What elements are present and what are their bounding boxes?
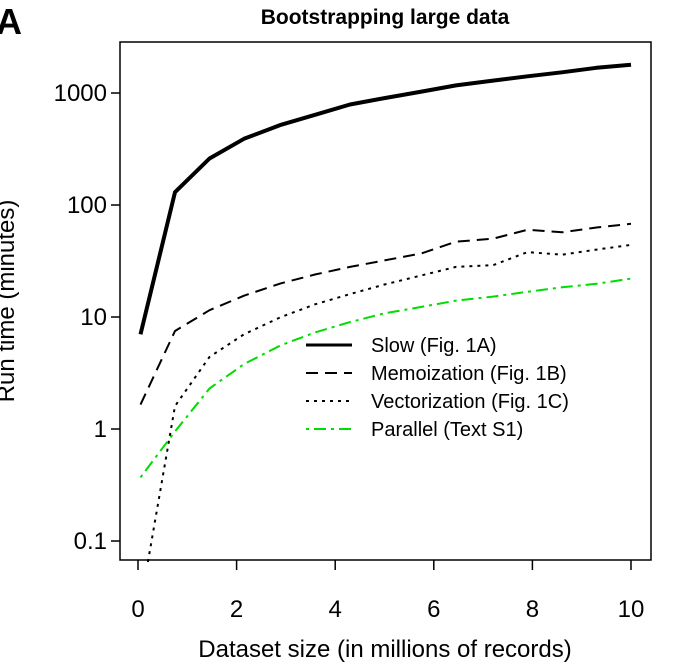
series-line-1 <box>138 62 632 335</box>
legend-label: Slow (Fig. 1A) <box>371 335 497 357</box>
x-tick-label: 4 <box>329 596 342 623</box>
x-tick-label: 0 <box>131 596 144 623</box>
y-tick-label: 0.1 <box>74 528 107 555</box>
series-line-2 <box>139 222 632 406</box>
legend-label: Parallel (Text S1) <box>371 419 523 441</box>
legend: Slow (Fig. 1A) Memoization (Fig. 1B) Vecto… <box>306 335 569 441</box>
x-tick-label: 8 <box>526 596 539 623</box>
x-axis-title: Dataset size (in millions of records) <box>198 636 571 663</box>
x-tick-label: 2 <box>230 596 243 623</box>
y-axis-title: Run time (minutes) <box>0 200 20 403</box>
y-tick-label: 1 <box>94 416 107 443</box>
legend-label: Memoization (Fig. 1B) <box>371 363 567 385</box>
chart-title: Bootstrapping large data <box>261 6 510 29</box>
panel-label: A <box>0 1 22 42</box>
series-line-3 <box>146 243 632 563</box>
legend-label: Vectorization (Fig. 1C) <box>371 391 569 413</box>
plot-frame <box>119 41 652 561</box>
series-lines <box>138 62 632 563</box>
x-axis: 0 2 4 6 8 10 <box>131 560 644 623</box>
y-tick-label: 10 <box>80 304 107 331</box>
x-tick-label: 6 <box>427 596 440 623</box>
y-axis: 0.1 1 10 100 1000 <box>54 80 120 555</box>
x-tick-label: 10 <box>618 596 645 623</box>
series-line-4 <box>139 277 632 479</box>
y-tick-label: 1000 <box>54 80 107 107</box>
y-tick-label: 100 <box>67 192 107 219</box>
